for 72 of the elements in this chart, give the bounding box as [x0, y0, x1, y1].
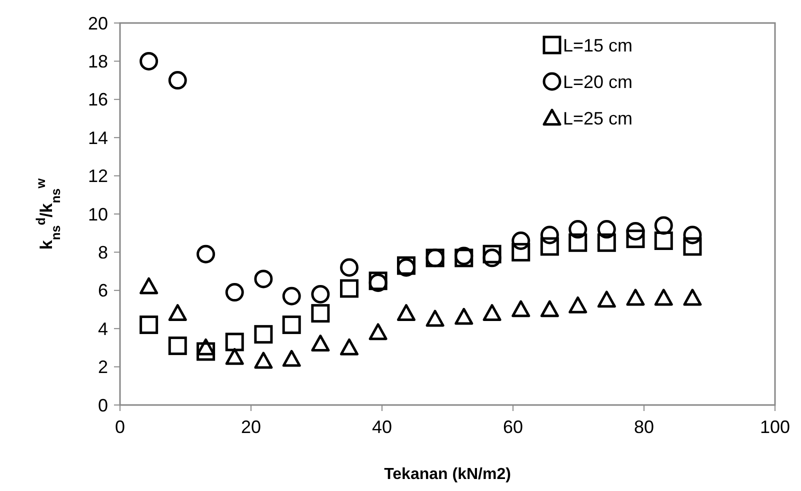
point: [311, 304, 330, 323]
x-tick-label: 80: [634, 417, 654, 437]
x-tick-label: 20: [240, 417, 262, 437]
y-tick-label: 6: [98, 280, 108, 301]
point: [196, 342, 216, 361]
y-tick-label: 18: [88, 52, 108, 72]
point: [225, 348, 244, 365]
point: [140, 316, 158, 334]
point: [683, 237, 702, 256]
point: [340, 258, 358, 277]
y-tick-label: 8: [98, 242, 108, 262]
x-tick-label: 0: [114, 417, 126, 437]
point: [196, 244, 216, 264]
point: [482, 304, 502, 321]
point: [282, 350, 301, 367]
y-tick-label: 12: [88, 166, 108, 186]
point: [512, 300, 530, 318]
point: [254, 325, 273, 344]
point: [568, 220, 588, 239]
x-tick-label: 60: [502, 417, 524, 437]
point: [140, 277, 158, 294]
point: [540, 226, 559, 244]
point: [311, 334, 330, 352]
y-tick-label: 0: [98, 395, 108, 416]
point: [626, 222, 645, 240]
legend-label: L=15 cm: [563, 35, 633, 56]
point: [654, 231, 673, 250]
point: [225, 283, 244, 302]
point: [454, 308, 474, 325]
x-axis-title: Tekanan (kN/m2): [384, 466, 511, 483]
point: [512, 242, 530, 262]
y-tick-label: 2: [98, 357, 108, 378]
point: [396, 304, 416, 321]
point: [683, 226, 702, 244]
point: [168, 71, 187, 90]
point: [626, 288, 645, 306]
point: [254, 270, 273, 288]
point: [597, 233, 616, 252]
point: [540, 237, 559, 256]
point: [282, 316, 301, 334]
y-tick-label: 4: [98, 318, 108, 339]
point: [368, 323, 388, 340]
y-tick-label: 14: [88, 128, 108, 148]
point: [540, 300, 559, 318]
point: [340, 279, 358, 298]
point: [597, 290, 616, 308]
point: [683, 288, 702, 306]
point: [426, 310, 444, 327]
x-tick-label: 40: [372, 417, 392, 437]
point: [254, 352, 273, 369]
y-tick-label: 10: [88, 204, 108, 224]
y-tick-label: 16: [88, 90, 108, 110]
legend-label: L=25 cm: [563, 108, 633, 128]
point: [482, 244, 502, 264]
point: [311, 284, 330, 304]
point: [654, 216, 673, 235]
point: [196, 338, 216, 356]
point: [568, 233, 588, 252]
point: [654, 288, 673, 306]
point: [168, 304, 187, 321]
x-tick-label: 100: [760, 417, 790, 437]
y-tick-label: 20: [88, 13, 108, 34]
point: [282, 286, 301, 306]
point: [340, 338, 358, 356]
point: [512, 231, 530, 250]
point: [168, 336, 187, 356]
point: [140, 52, 158, 70]
legend-label: L=20 cm: [563, 72, 633, 92]
point: [568, 296, 588, 314]
point: [597, 220, 616, 239]
point: [225, 332, 244, 352]
point: [626, 230, 645, 248]
